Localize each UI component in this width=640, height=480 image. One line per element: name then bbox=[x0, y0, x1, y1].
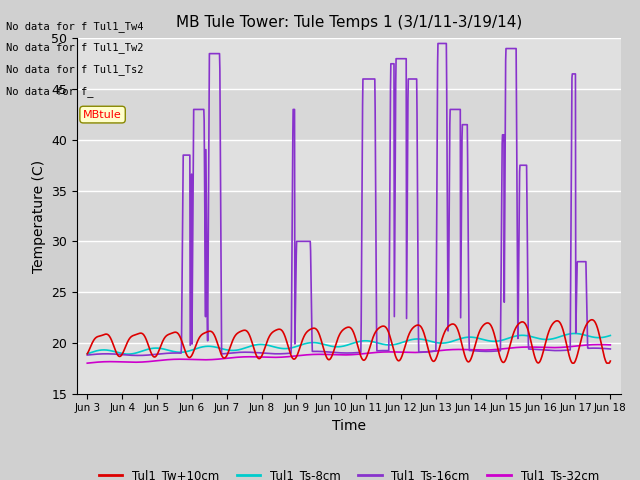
Tul1_Ts-8cm bbox=[145, 346, 153, 352]
Bar bbox=[77, 241, 621, 292]
Tul1_Ts-16cm bbox=[145, 352, 153, 358]
Tul1_Ts-32cm bbox=[595, 342, 602, 348]
Bar bbox=[77, 292, 621, 343]
Tul1_Ts-16cm bbox=[326, 349, 333, 355]
Tul1_Ts-8cm bbox=[381, 342, 389, 348]
Tul1_Tw+10cm bbox=[381, 324, 388, 329]
Tul1_Ts-32cm bbox=[305, 352, 313, 358]
Text: No data for f Tul1_Tw4: No data for f Tul1_Tw4 bbox=[6, 21, 144, 32]
Title: MB Tule Tower: Tule Temps 1 (3/1/11-3/19/14): MB Tule Tower: Tule Temps 1 (3/1/11-3/19… bbox=[175, 15, 522, 30]
Line: Tul1_Ts-8cm: Tul1_Ts-8cm bbox=[87, 334, 611, 354]
Bar bbox=[77, 140, 621, 191]
Line: Tul1_Tw+10cm: Tul1_Tw+10cm bbox=[87, 320, 611, 363]
Text: No data for f Tul1_Tw2: No data for f Tul1_Tw2 bbox=[6, 42, 144, 53]
Tul1_Ts-32cm bbox=[83, 360, 91, 366]
Tul1_Ts-32cm bbox=[124, 359, 132, 365]
Bar bbox=[77, 38, 621, 89]
Tul1_Tw+10cm bbox=[326, 357, 333, 362]
Tul1_Ts-8cm bbox=[317, 341, 324, 347]
Tul1_Ts-8cm bbox=[83, 351, 91, 357]
Bar bbox=[77, 343, 621, 394]
Tul1_Ts-16cm bbox=[306, 239, 314, 244]
Legend: Tul1_Tw+10cm, Tul1_Ts-8cm, Tul1_Ts-16cm, Tul1_Ts-32cm: Tul1_Tw+10cm, Tul1_Ts-8cm, Tul1_Ts-16cm,… bbox=[94, 465, 604, 480]
Line: Tul1_Ts-32cm: Tul1_Ts-32cm bbox=[87, 345, 611, 363]
Tul1_Tw+10cm bbox=[305, 327, 313, 333]
Bar bbox=[77, 191, 621, 241]
Tul1_Ts-32cm bbox=[316, 351, 324, 357]
Line: Tul1_Ts-16cm: Tul1_Ts-16cm bbox=[87, 44, 611, 356]
Tul1_Ts-16cm bbox=[317, 348, 324, 354]
Tul1_Ts-8cm bbox=[326, 343, 333, 349]
Tul1_Tw+10cm bbox=[145, 344, 153, 350]
Tul1_Ts-16cm bbox=[124, 352, 132, 358]
Tul1_Ts-32cm bbox=[326, 352, 333, 358]
Text: MBtule: MBtule bbox=[83, 109, 122, 120]
Tul1_Ts-8cm bbox=[607, 333, 614, 338]
Tul1_Ts-32cm bbox=[607, 342, 614, 348]
Tul1_Ts-8cm bbox=[124, 351, 132, 357]
Tul1_Tw+10cm bbox=[607, 358, 614, 364]
Tul1_Ts-8cm bbox=[570, 331, 578, 336]
Bar bbox=[77, 89, 621, 140]
X-axis label: Time: Time bbox=[332, 419, 366, 433]
Y-axis label: Temperature (C): Temperature (C) bbox=[31, 159, 45, 273]
Tul1_Ts-16cm bbox=[381, 348, 389, 353]
Tul1_Ts-16cm bbox=[607, 346, 614, 352]
Tul1_Ts-8cm bbox=[306, 340, 314, 346]
Tul1_Ts-8cm bbox=[124, 351, 132, 357]
Tul1_Ts-16cm bbox=[134, 353, 142, 359]
Tul1_Ts-16cm bbox=[434, 41, 442, 47]
Tul1_Ts-32cm bbox=[381, 349, 388, 355]
Text: No data for f_: No data for f_ bbox=[6, 85, 94, 96]
Tul1_Ts-32cm bbox=[145, 359, 153, 364]
Text: No data for f Tul1_Ts2: No data for f Tul1_Ts2 bbox=[6, 64, 144, 75]
Tul1_Tw+10cm bbox=[124, 339, 132, 345]
Tul1_Tw+10cm bbox=[316, 334, 324, 339]
Tul1_Tw+10cm bbox=[588, 317, 596, 323]
Tul1_Ts-16cm bbox=[83, 352, 91, 358]
Tul1_Tw+10cm bbox=[83, 351, 91, 357]
Tul1_Tw+10cm bbox=[569, 360, 577, 366]
